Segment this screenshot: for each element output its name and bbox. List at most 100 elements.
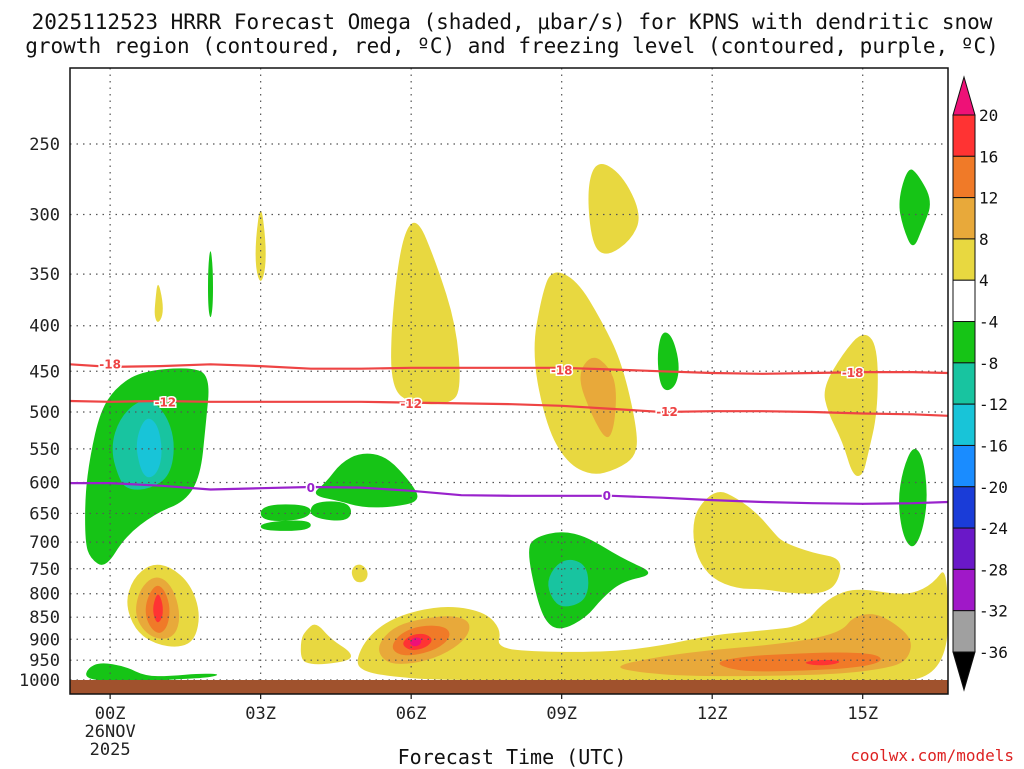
shade-teal-09z-low [548,559,589,607]
x-tick-label-00Z: 00Z [95,704,126,724]
contour-label-dgz-18-1: -18 [551,363,573,377]
colorbar-top-arrow [952,75,976,116]
colorbar: 20 16 12 8 4 -4 -8 -12 -16 -20 -24 -28 -32 -36 [952,75,1008,692]
shade-magenta-06z [409,637,422,647]
y-tick-label-600: 600 [29,473,60,493]
shade-yellow-small-a [154,284,163,322]
colorbar-segment-4 [952,279,976,323]
colorbar-label-5: -4 [979,313,998,332]
y-tick-label-550: 550 [29,440,60,460]
y-tick-label-300: 300 [29,205,60,225]
colorbar-segment-7 [952,403,976,446]
colorbar-label-12: -32 [979,602,1008,621]
shade-green-0430 [315,453,418,508]
shade-gold-left-core [136,577,180,639]
colorbar-segment-12 [952,610,976,653]
colorbar-segment-1 [952,155,976,199]
shade-cyan-left [136,418,162,478]
shade-yellow-09z-top [588,164,639,254]
axes: 2503003504004505005506006507007508008509… [19,67,949,760]
shade-green-1600-lower [899,448,927,547]
shade-green-small-a [208,251,213,318]
colorbar-segment-9 [952,486,976,529]
shade-gold-06z [379,616,470,664]
contour-label-freezing-0-1: 0 [603,489,611,503]
colorbar-segment-0 [952,114,976,157]
colorbar-segment-3 [952,238,976,281]
colorbar-segment-11 [952,568,976,612]
x-tick-label-15Z: 15Z [847,704,878,724]
y-tick-label-350: 350 [29,265,60,285]
colorbar-bottom-arrow [952,651,976,692]
y-tick-label-850: 850 [29,608,60,628]
shade-yellow-06z-upper [391,222,460,405]
shade-yellow-06z-core [357,572,948,681]
y-tick-label-250: 250 [29,135,60,155]
y-tick-label-950: 950 [29,651,60,671]
contour-label-dgz-18-0: -18 [99,357,121,371]
colorbar-label-1: 16 [979,147,998,166]
shade-orange-left-core [145,585,170,633]
contour-label-dgz-12-2: -12 [656,405,678,419]
shade-red-left-core [153,594,163,623]
shade-red-06z [403,633,432,650]
chart-title-line2: growth region (contoured, red, ºC) and f… [25,34,999,58]
contour-freezing-0 [70,482,948,505]
shade-yellow-12z [693,492,841,594]
ground-band [70,680,948,694]
x-axis-title: Forecast Time (UTC) [397,745,627,769]
shade-yellow-0445 [351,564,368,583]
shade-green-09z-low [529,532,649,629]
x-tick-date: 26NOV [85,722,136,742]
y-tick-label-650: 650 [29,504,60,524]
shade-yellow-09z-tall [534,272,637,474]
colorbar-segment-2 [952,197,976,240]
shade-orange-06z [392,625,450,656]
colorbar-segment-5 [952,321,976,364]
shade-yellow-low-band [300,624,351,665]
shade-yellow-left-core [127,564,199,647]
ground [70,680,948,694]
contour-dgz-12 [70,399,948,417]
colorbar-label-8: -16 [979,436,1008,455]
site-credit[interactable]: coolwx.com/models [850,746,1014,765]
colorbar-label-2: 12 [979,189,998,208]
shade-green-1600-upper [899,169,930,246]
colorbar-label-10: -24 [979,519,1008,538]
y-tick-label-1000: 1000 [19,671,60,691]
y-tick-label-450: 450 [29,362,60,382]
contour-label-freezing-0-0: 0 [307,481,315,495]
y-tick-label-900: 900 [29,630,60,650]
y-tick-label-800: 800 [29,585,60,605]
colorbar-segment-10 [952,527,976,570]
y-tick-label-500: 500 [29,403,60,423]
shade-gold-1300-band [620,614,911,677]
shade-green-left-bottom [86,663,218,682]
shade-green-1100 [657,332,679,391]
colorbar-label-7: -12 [979,395,1008,414]
chart-title-line1: 2025112523 HRRR Forecast Omega (shaded, … [31,10,993,34]
colorbar-label-11: -28 [979,560,1008,579]
shade-teal-left [112,400,174,490]
x-tick-label-06Z: 06Z [396,704,427,724]
contour-label-dgz-12-1: -12 [400,397,422,411]
gridlines [70,68,948,681]
colorbar-label-4: 4 [979,271,989,290]
shade-orange-1300-band [719,652,881,672]
colorbar-label-0: 20 [979,106,998,125]
x-tick-label-12Z: 12Z [697,704,728,724]
y-tick-label-400: 400 [29,317,60,337]
colorbar-label-3: 8 [979,230,989,249]
colorbar-label-9: -20 [979,478,1008,497]
shade-red-1400 [805,659,840,666]
y-tick-label-700: 700 [29,533,60,553]
shade-yellow-03z-spike [255,210,266,281]
plot-frame [69,67,949,695]
colorbar-segment-8 [952,444,976,488]
contour-dgz-18 [70,363,948,375]
shade-green-left-big [85,368,209,565]
x-tick-label-03Z: 03Z [245,704,276,724]
colorbar-label-13: -36 [979,643,1008,662]
shade-green-03z [260,501,351,531]
contour-label-dgz-18-2: -18 [842,366,864,380]
